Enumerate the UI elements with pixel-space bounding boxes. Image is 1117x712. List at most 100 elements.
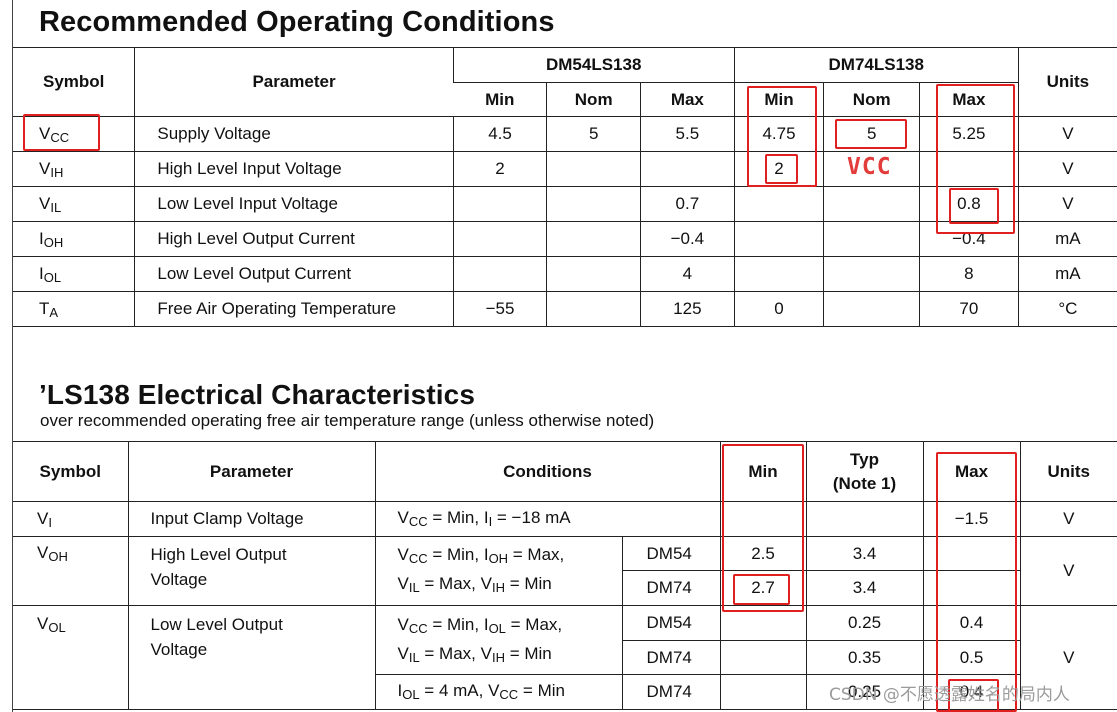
table-row: VIL Low Level Input Voltage 0.7 0.8 V bbox=[13, 186, 1117, 222]
col-max: Max bbox=[919, 82, 1019, 117]
value-cell bbox=[546, 151, 641, 187]
table-row-voh: VOH High Level Output Voltage VCC = Min, … bbox=[13, 536, 1117, 606]
condition-cell: IOL = 4 mA, VCC = Min bbox=[375, 674, 623, 710]
electrical-characteristics-table: Symbol Parameter Conditions Min Typ (Note… bbox=[13, 441, 1117, 710]
max-cell: 0.4 bbox=[922, 605, 1021, 641]
value-cell: 0.7 bbox=[640, 186, 735, 222]
value-cell bbox=[823, 186, 920, 222]
max-cell: 0.4 bbox=[922, 674, 1021, 710]
device-cell: DM54 bbox=[621, 605, 721, 641]
page-left-rule bbox=[12, 0, 13, 712]
col-parameter: Parameter bbox=[127, 441, 376, 502]
vcc-annotation: VCC bbox=[847, 154, 892, 180]
value-cell: 4 bbox=[640, 256, 735, 292]
table-row: VCC Supply Voltage 4.5 5 5.5 4.75 5 5.25 V bbox=[13, 116, 1117, 152]
symbol-cell: TA bbox=[13, 291, 135, 327]
col-nom: Nom bbox=[546, 82, 641, 117]
value-cell: −55 bbox=[452, 291, 547, 327]
operating-conditions-rows: VCC Supply Voltage 4.5 5 5.5 4.75 5 5.25 V VIH Hig… bbox=[13, 116, 1117, 327]
col-symbol: Symbol bbox=[13, 441, 129, 502]
col-group-dm74: DM74LS138 bbox=[733, 47, 1019, 83]
value-cell: 8 bbox=[919, 256, 1019, 292]
operating-conditions-table: Symbol Parameter DM54LS138 DM74LS138 Uni… bbox=[13, 47, 1117, 327]
symbol-cell: VOH bbox=[13, 536, 129, 606]
table-row: IOL Low Level Output Current 4 8 mA bbox=[13, 256, 1117, 292]
value-cell bbox=[546, 186, 641, 222]
col-parameter: Parameter bbox=[134, 47, 454, 117]
col-min: Min bbox=[719, 441, 807, 502]
parameter-cell: Low Level Input Voltage bbox=[134, 186, 454, 222]
col-min: Min bbox=[453, 82, 547, 117]
value-cell bbox=[823, 256, 920, 292]
col-symbol: Symbol bbox=[13, 47, 135, 117]
value-cell: 0.8 bbox=[919, 186, 1019, 222]
value-cell bbox=[733, 221, 824, 257]
device-cell: DM54 bbox=[621, 536, 721, 571]
value-cell bbox=[452, 186, 547, 222]
symbol-cell: VOL bbox=[13, 605, 129, 710]
value-cell bbox=[733, 186, 824, 222]
unit-cell: V bbox=[1017, 116, 1117, 152]
typ-cell: 0.25 bbox=[805, 674, 924, 710]
unit-cell: V bbox=[1019, 536, 1117, 606]
unit-cell: V bbox=[1019, 501, 1117, 537]
condition-cell: VCC = Min, IOH = Max, VIL = Max, VIH = M… bbox=[374, 536, 623, 606]
parameter-cell: High Level Input Voltage bbox=[134, 151, 454, 187]
section-title-operating-conditions: Recommended Operating Conditions bbox=[39, 6, 555, 38]
table-row: IOH High Level Output Current −0.4 −0.4 mA bbox=[13, 221, 1117, 257]
symbol-cell: VIH bbox=[13, 151, 135, 187]
value-cell: −0.4 bbox=[640, 221, 735, 257]
symbol-cell: IOL bbox=[13, 256, 135, 292]
typ-cell: 0.35 bbox=[805, 640, 924, 675]
value-cell: 5.25 bbox=[919, 116, 1019, 152]
typ-cell: 3.4 bbox=[805, 536, 924, 571]
col-typ: Typ (Note 1) bbox=[805, 441, 924, 502]
value-cell bbox=[452, 221, 547, 257]
value-cell: 4.75 bbox=[733, 116, 824, 152]
table-row-vol: VOL Low Level Output Voltage VCC = Min, I… bbox=[13, 605, 1117, 710]
value-cell bbox=[546, 256, 641, 292]
parameter-cell: Low Level Output Current bbox=[134, 256, 454, 292]
condition-cell: VCC = Min, IOL = Max, VIL = Max, VIH = M… bbox=[374, 605, 623, 675]
value-cell bbox=[823, 291, 920, 327]
value-cell bbox=[546, 291, 641, 327]
unit-cell: mA bbox=[1017, 256, 1117, 292]
value-cell: 5 bbox=[546, 116, 641, 152]
min-cell: 2.5 bbox=[719, 536, 807, 571]
max-cell: −1.5 bbox=[922, 501, 1021, 537]
symbol-cell: VIL bbox=[13, 186, 135, 222]
value-cell: −0.4 bbox=[919, 221, 1019, 257]
parameter-cell: High Level Output Voltage bbox=[127, 536, 376, 606]
value-cell: 0 bbox=[733, 291, 824, 327]
col-nom: Nom bbox=[823, 82, 920, 117]
table-row: TA Free Air Operating Temperature −55 125 0 7… bbox=[13, 291, 1117, 327]
value-cell bbox=[919, 151, 1019, 187]
unit-cell: °C bbox=[1017, 291, 1117, 327]
unit-cell: V bbox=[1019, 605, 1117, 710]
value-cell: 2 bbox=[452, 151, 547, 187]
unit-cell: V bbox=[1017, 151, 1117, 187]
parameter-cell: Free Air Operating Temperature bbox=[134, 291, 454, 327]
symbol-cell: VCC bbox=[13, 116, 135, 152]
section-subtitle: over recommended operating free air temp… bbox=[40, 411, 655, 430]
min-cell: 2.7 bbox=[719, 570, 807, 606]
value-cell: 2 bbox=[733, 151, 824, 187]
parameter-cell: Supply Voltage bbox=[134, 116, 454, 152]
col-group-dm54: DM54LS138 bbox=[452, 47, 735, 83]
col-min: Min bbox=[733, 82, 824, 117]
col-max: Max bbox=[640, 82, 735, 117]
parameter-cell: Low Level Output Voltage bbox=[127, 605, 376, 710]
parameter-cell: High Level Output Current bbox=[134, 221, 454, 257]
symbol-cell: IOH bbox=[13, 221, 135, 257]
value-cell: 4.5 bbox=[452, 116, 547, 152]
value-cell bbox=[546, 221, 641, 257]
col-conditions: Conditions bbox=[374, 441, 721, 502]
value-cell bbox=[640, 151, 735, 187]
typ-cell: 0.25 bbox=[805, 605, 924, 641]
watermark: CSDN @不愿透露姓名的局内人 bbox=[829, 685, 1070, 705]
value-cell: 5 bbox=[823, 116, 920, 152]
value-cell: 70 bbox=[919, 291, 1019, 327]
value-cell bbox=[452, 256, 547, 292]
value-cell: 5.5 bbox=[640, 116, 735, 152]
col-units: Units bbox=[1019, 441, 1117, 502]
